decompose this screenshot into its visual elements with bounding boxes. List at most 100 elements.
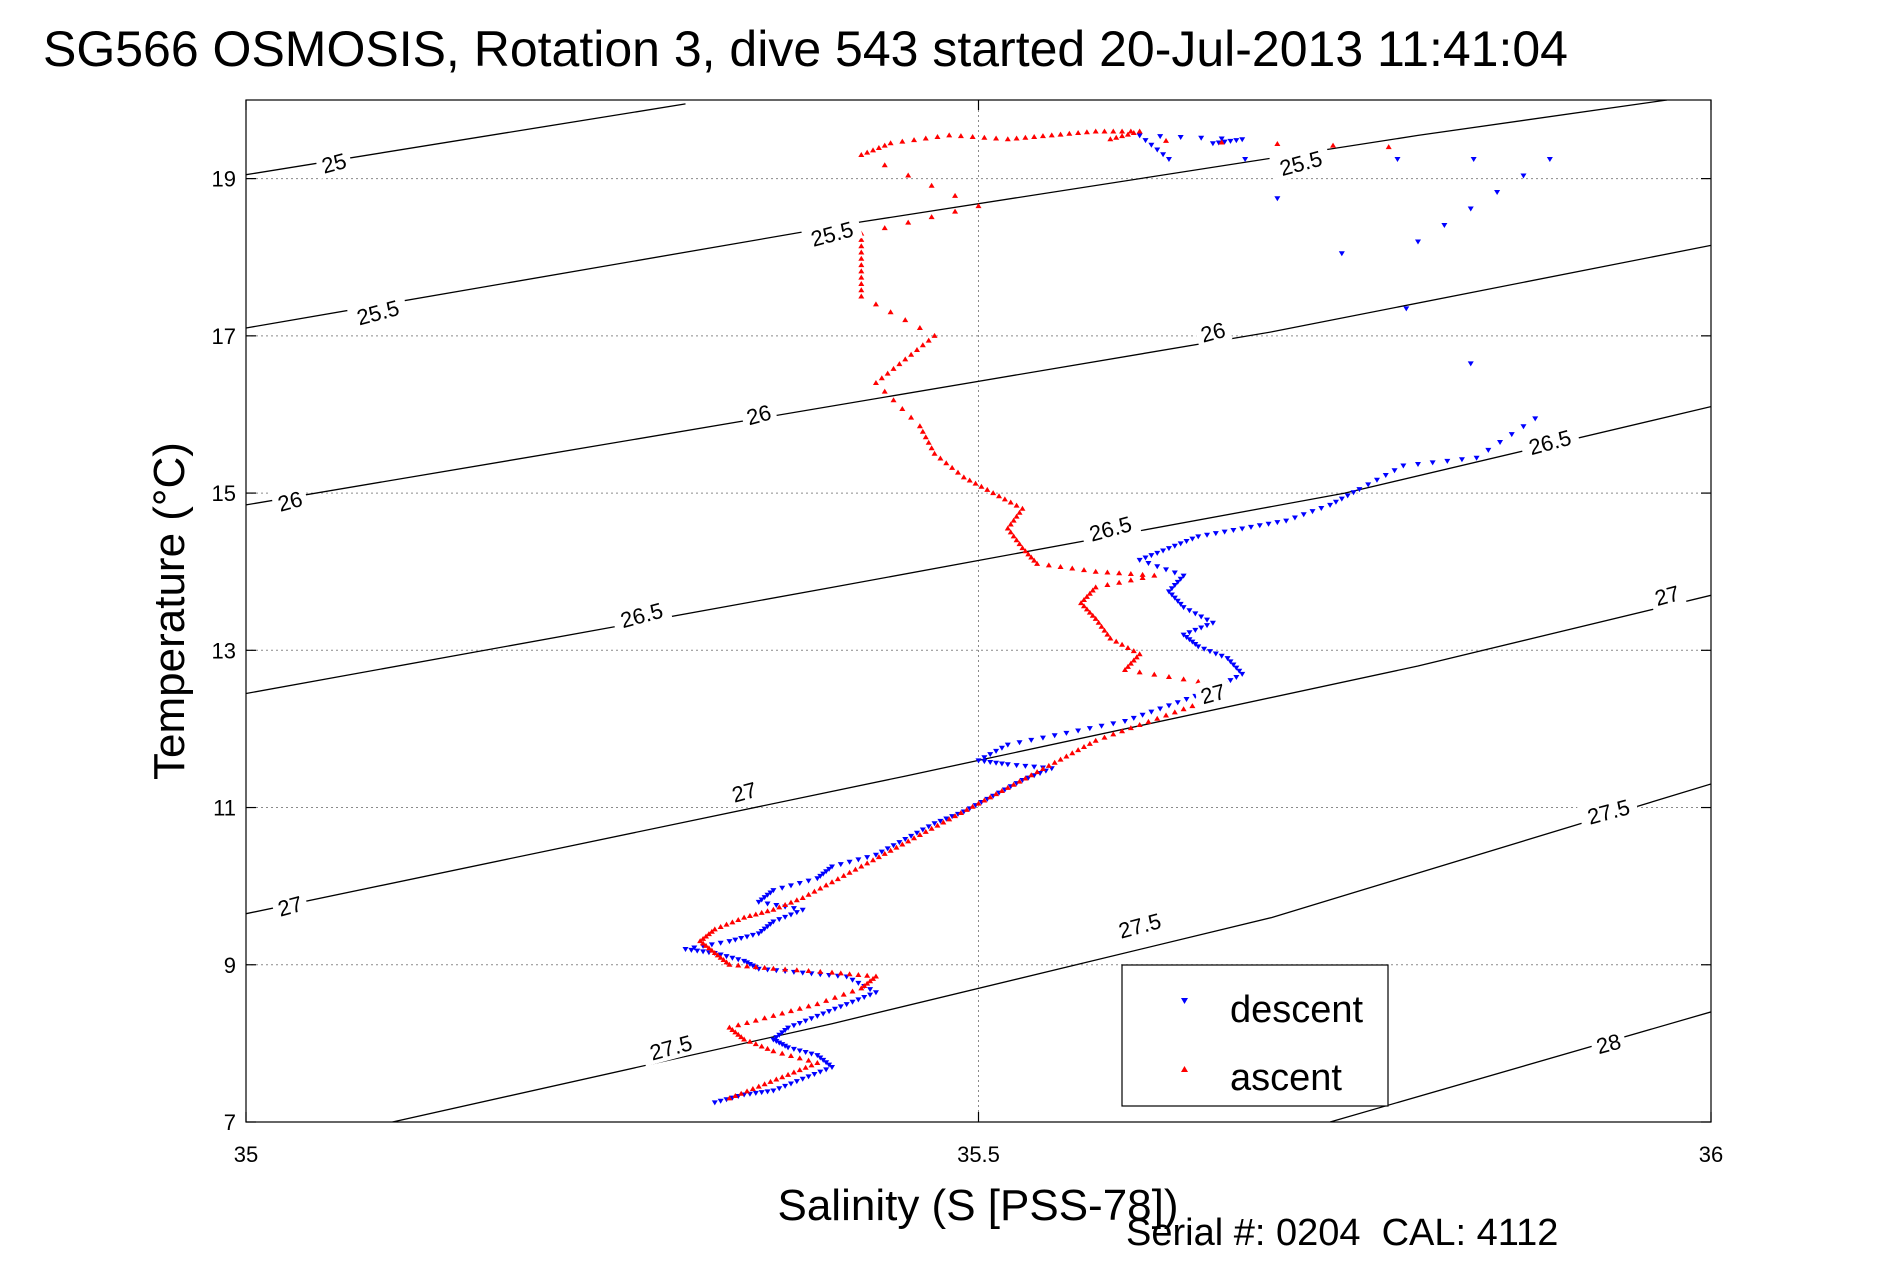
descent-point [1441, 222, 1448, 228]
ascent-point [913, 346, 920, 352]
ascent-point [858, 863, 865, 869]
ascent-point [738, 1034, 745, 1040]
descent-point [799, 907, 806, 913]
ascent-point [893, 844, 900, 850]
ascent-point [744, 1019, 751, 1025]
ascent-point [1104, 582, 1111, 588]
descent-point [1239, 671, 1246, 677]
descent-point [1192, 642, 1199, 648]
x-tick-label: 36 [1699, 1142, 1723, 1167]
ascent-point [922, 135, 929, 141]
ascent-point [966, 477, 973, 483]
ascent-point [937, 455, 944, 461]
descent-point [1356, 487, 1363, 493]
contour-label-bg [609, 593, 673, 635]
descent-point [1212, 651, 1219, 657]
ascent-point [1130, 648, 1137, 654]
y-tick-label: 17 [212, 324, 236, 349]
ascent-point [943, 460, 950, 466]
ascent-point [735, 1031, 742, 1037]
legend-box [1121, 964, 1389, 1107]
ascent-point [735, 916, 742, 922]
ascent-point [1163, 712, 1170, 718]
ascent-point [729, 919, 736, 925]
descent-point [1247, 524, 1254, 530]
ascent-point [1069, 750, 1076, 756]
descent-point [723, 954, 730, 960]
descent-point [1171, 595, 1178, 601]
contour-label-bg [724, 773, 764, 808]
ascent-point [726, 961, 733, 967]
contour-label-bg [1192, 675, 1233, 710]
descent-point [1198, 625, 1205, 631]
descent-point [1485, 447, 1492, 453]
ascent-point [1274, 141, 1281, 147]
ascent-point [755, 1083, 762, 1089]
ascent-point [1124, 644, 1131, 650]
ascent-point [1092, 128, 1099, 134]
ascent-point [957, 810, 964, 816]
ascent-point [1057, 563, 1064, 569]
descent-point [849, 977, 856, 983]
ascent-point [1016, 541, 1023, 547]
descent-point [805, 878, 812, 884]
ascent-point [1095, 619, 1102, 625]
legend-ascent-marker [1181, 1066, 1188, 1072]
descent-point [872, 990, 879, 996]
ascent-point [975, 800, 982, 806]
ascent-point [1086, 609, 1093, 615]
descent-point [855, 980, 862, 986]
ascent-point [846, 971, 853, 977]
descent-point [1031, 773, 1038, 779]
descent-point [1004, 762, 1011, 768]
ascent-point [735, 962, 742, 968]
descent-point [755, 899, 762, 905]
descent-point [1013, 763, 1020, 769]
ascent-point [808, 1062, 815, 1068]
ascent-point [782, 966, 789, 972]
ascent-point [829, 879, 835, 885]
ascent-point [741, 914, 748, 920]
ascent-point [1083, 129, 1090, 135]
descent-point [1415, 461, 1421, 467]
ascent-point [949, 464, 956, 470]
ascent-point [1101, 627, 1108, 633]
ascent-point [1031, 133, 1038, 139]
ascent-point [1119, 128, 1126, 134]
descent-point [1195, 534, 1202, 540]
descent-point [741, 958, 748, 964]
ascent-point [811, 888, 818, 894]
y-tick-label: 9 [224, 953, 236, 978]
descent-point [981, 755, 988, 761]
contour-label-bg [639, 1026, 702, 1067]
descent-point [814, 1053, 821, 1059]
descent-point [785, 1045, 792, 1051]
ascent-point [905, 838, 912, 844]
ascent-point [1010, 517, 1017, 523]
ascent-point [928, 445, 935, 451]
ascent-point [1080, 596, 1087, 602]
descent-point [1274, 520, 1281, 526]
descent-point [1212, 531, 1219, 537]
descent-point [1171, 543, 1178, 549]
descent-point [770, 1037, 777, 1043]
contour-label-bg [269, 483, 310, 517]
descent-point [1177, 541, 1184, 547]
descent-point [1221, 139, 1228, 145]
ascent-point [922, 828, 929, 834]
descent-point [1148, 142, 1155, 148]
ascent-point [805, 1003, 812, 1009]
x-axis-label: Salinity (S [PSS-78]) [777, 1181, 1178, 1230]
descent-point [1157, 134, 1164, 140]
ascent-point [793, 967, 800, 973]
descent-point [820, 1011, 827, 1017]
ascent-point [925, 337, 932, 343]
descent-point [785, 1025, 792, 1031]
descent-point [708, 942, 715, 948]
descent-point [1338, 251, 1345, 257]
ascent-point [1163, 137, 1170, 143]
ascent-point [1127, 571, 1134, 577]
ascent-point [996, 493, 1003, 499]
grid-lines [246, 100, 1711, 1122]
descent-point [1458, 457, 1465, 463]
